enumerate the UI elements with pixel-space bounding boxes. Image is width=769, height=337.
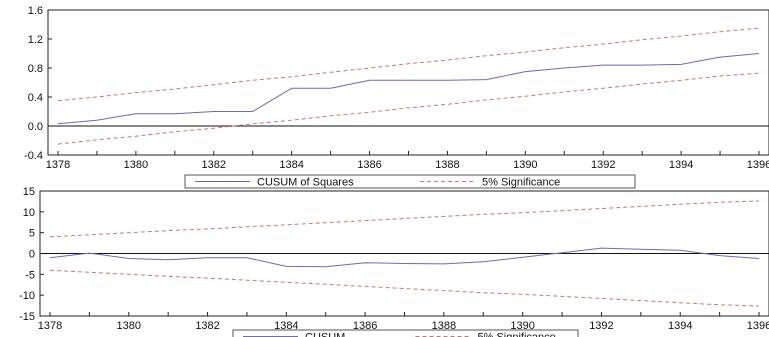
y-tick-label: -5 [25, 269, 35, 281]
legend-label: CUSUM of Squares [257, 177, 354, 189]
significance-lower-line [57, 72, 760, 145]
x-tick-label: 1388 [432, 320, 456, 332]
chart-1: -0.4 0.0 0.4 0.8 1.2 1.6 1378 1380 1382 1384 1386 1… [24, 5, 769, 189]
y-tick-label: -10 [19, 290, 35, 302]
legend: CUSUM of Squares 5% Significance [184, 174, 636, 189]
x-tick-label: 1386 [357, 159, 381, 171]
legend-label: 5% Significance [478, 332, 556, 337]
legend-label: 5% Significance [482, 177, 560, 189]
legend-box [184, 174, 636, 189]
y-tick-label: 5 [29, 228, 35, 240]
x-tick-label: 1378 [46, 159, 70, 171]
legend: CUSUM 5% Significance [232, 329, 579, 337]
significance-upper-line [49, 200, 760, 238]
x-tick-label: 1392 [591, 159, 615, 171]
x-tick-label: 1392 [589, 320, 613, 332]
x-tick-label: 1396 [747, 320, 769, 332]
y-tick-label: 15 [23, 186, 35, 198]
x-tick-label: 1394 [669, 159, 693, 171]
y-tick-label: -15 [19, 311, 35, 323]
x-tick-label: 1394 [668, 320, 692, 332]
x-tick-label: 1378 [38, 320, 62, 332]
x-tick-label: 1384 [279, 159, 303, 171]
x-tick-label: 1380 [124, 159, 148, 171]
cusum-of-squares-line [57, 53, 760, 125]
x-tick-label: 1388 [435, 159, 459, 171]
x-tick-label: 1390 [513, 159, 537, 171]
y-tick-label: 0.4 [28, 92, 43, 104]
x-tick-label: 1380 [117, 320, 141, 332]
x-tick-label: 1396 [747, 159, 769, 171]
x-tick-label: 1390 [510, 320, 534, 332]
chart-2: -15 -10 -5 0 5 10 15 1378 1380 1382 1384 1386 1388 13… [19, 186, 769, 337]
significance-lower-line [49, 269, 760, 307]
plot-area [47, 9, 769, 156]
y-tick-label: 1.2 [28, 34, 43, 46]
x-tick-label: 1382 [202, 159, 226, 171]
y-tick-label: 10 [23, 207, 35, 219]
x-tick-label: 1382 [195, 320, 219, 332]
y-tick-label: 0.8 [28, 63, 43, 75]
cusum-line [49, 247, 760, 268]
y-tick-label: -0.4 [24, 150, 43, 162]
legend-label: CUSUM [305, 332, 345, 337]
y-tick-label: 1.6 [28, 5, 43, 17]
y-tick-label: 0.0 [28, 121, 43, 133]
significance-upper-line [57, 27, 760, 102]
y-tick-label: 0 [29, 249, 35, 261]
x-tick-label: 1386 [353, 320, 377, 332]
x-tick-label: 1384 [274, 320, 298, 332]
